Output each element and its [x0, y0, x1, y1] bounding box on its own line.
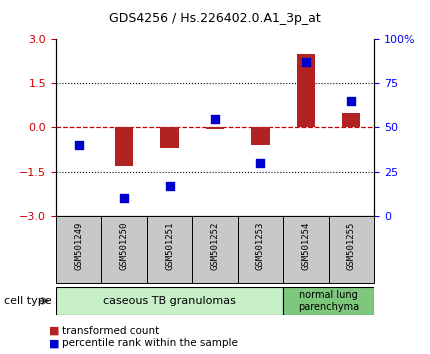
Text: cell type: cell type: [4, 296, 52, 306]
Text: GSM501250: GSM501250: [120, 221, 129, 270]
Text: normal lung
parenchyma: normal lung parenchyma: [298, 290, 359, 312]
Bar: [342, 113, 360, 127]
Text: caseous TB granulomas: caseous TB granulomas: [103, 296, 236, 306]
Bar: [283, 216, 329, 283]
Text: GDS4256 / Hs.226402.0.A1_3p_at: GDS4256 / Hs.226402.0.A1_3p_at: [109, 12, 321, 25]
Point: [75, 142, 82, 148]
Bar: [101, 216, 147, 283]
Text: percentile rank within the sample: percentile rank within the sample: [62, 338, 238, 348]
Bar: [147, 216, 192, 283]
Bar: [329, 216, 374, 283]
Point: [212, 116, 218, 121]
Bar: [56, 287, 283, 315]
Point: [302, 59, 309, 65]
Text: ■: ■: [49, 338, 60, 348]
Text: GSM501254: GSM501254: [301, 221, 310, 270]
Bar: [115, 127, 133, 166]
Point: [348, 98, 355, 104]
Text: GSM501253: GSM501253: [256, 221, 265, 270]
Text: ■: ■: [49, 326, 60, 336]
Bar: [56, 216, 101, 283]
Bar: [238, 216, 283, 283]
Text: GSM501255: GSM501255: [347, 221, 356, 270]
Bar: [297, 54, 315, 127]
Bar: [206, 127, 224, 129]
Bar: [192, 216, 238, 283]
Text: transformed count: transformed count: [62, 326, 160, 336]
Point: [121, 195, 128, 201]
Point: [257, 160, 264, 166]
Bar: [283, 287, 374, 315]
Text: GSM501251: GSM501251: [165, 221, 174, 270]
Bar: [160, 127, 178, 148]
Text: GSM501249: GSM501249: [74, 221, 83, 270]
Point: [166, 183, 173, 189]
Bar: [252, 127, 270, 145]
Text: GSM501252: GSM501252: [211, 221, 219, 270]
